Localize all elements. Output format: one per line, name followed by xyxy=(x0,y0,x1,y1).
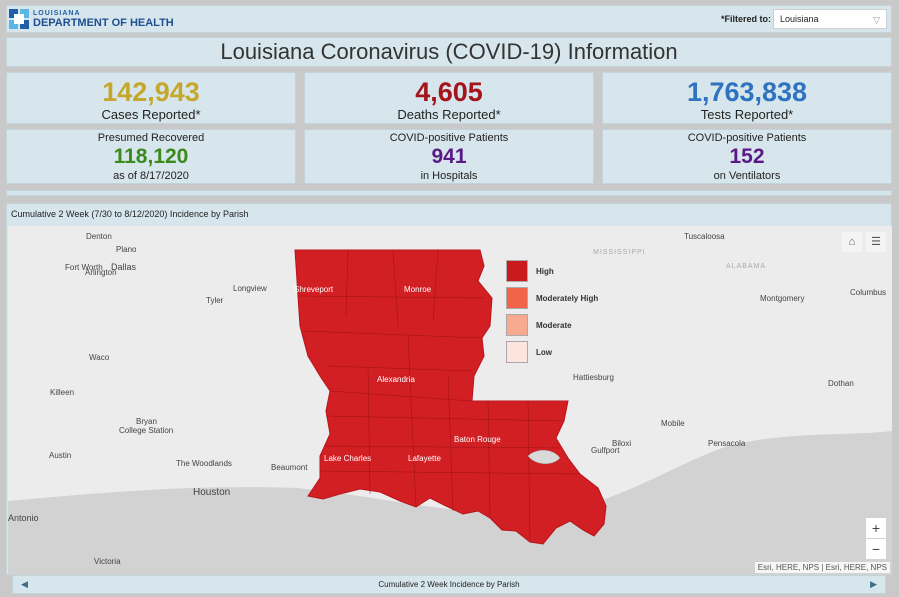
map-svg xyxy=(8,249,892,575)
city-label: Victoria xyxy=(94,557,121,566)
parish-boundaries xyxy=(297,249,581,543)
city-label: Columbus xyxy=(850,288,887,297)
city-label: Biloxi xyxy=(612,439,632,448)
legend-list-icon[interactable]: ☰ xyxy=(866,232,886,252)
city-label: Austin xyxy=(49,451,72,460)
city-label: Denton xyxy=(86,232,112,241)
city-label: Lake Charles xyxy=(324,454,372,463)
louisiana-state-shape xyxy=(294,249,607,545)
city-label: Hattiesburg xyxy=(573,373,614,382)
deaths-card: 4,605 Deaths Reported* xyxy=(304,72,594,124)
chevron-down-icon: ▽ xyxy=(873,15,880,25)
city-label: Fort Worth xyxy=(65,263,103,272)
legend-item-high: High xyxy=(506,260,606,286)
city-label: Pensacola xyxy=(708,439,746,448)
ventilators-top-label: COVID-positive Patients xyxy=(687,132,807,144)
next-arrow-icon[interactable]: ▶ xyxy=(870,579,877,589)
legend-label: Moderately High xyxy=(536,294,599,303)
city-label: Waco xyxy=(89,353,110,362)
hospitals-top-label: COVID-positive Patients xyxy=(389,132,509,144)
legend-swatch xyxy=(506,314,528,336)
recovered-value: 118,120 xyxy=(113,145,189,168)
city-label: Tuscaloosa xyxy=(684,232,725,241)
city-label: Longview xyxy=(233,284,267,293)
city-label: Dothan xyxy=(828,379,854,388)
city-label: Arlington xyxy=(85,268,117,277)
tests-value: 1,763,838 xyxy=(686,77,808,107)
ventilators-value: 152 xyxy=(729,145,765,168)
zoom-out-button[interactable]: − xyxy=(866,539,886,559)
legend-swatch xyxy=(506,341,528,363)
city-label: College Station xyxy=(119,426,174,435)
recovered-bottom-label: as of 8/17/2020 xyxy=(113,170,189,182)
parish-map[interactable]: Denton Plano Fort Worth Dallas Arlington… xyxy=(8,226,892,575)
state-label: MISSISSIPPI xyxy=(593,249,646,256)
city-label: Plano xyxy=(116,245,137,254)
filter-label: *Filtered to: xyxy=(720,14,771,24)
divider-bar xyxy=(6,190,892,196)
legend-label: High xyxy=(536,267,554,276)
hospitals-bottom-label: in Hospitals xyxy=(420,170,478,182)
title-panel: Louisiana Coronavirus (COVID-19) Informa… xyxy=(6,37,892,67)
city-label: Houston xyxy=(193,487,231,498)
city-label: Alexandria xyxy=(377,375,415,384)
city-label: Baton Rouge xyxy=(454,435,501,444)
tests-label: Tests Reported* xyxy=(700,107,794,122)
hospitals-card: COVID-positive Patients 941 in Hospitals xyxy=(304,129,594,184)
home-icon[interactable]: ⌂ xyxy=(842,232,862,252)
city-label: The Woodlands xyxy=(176,459,232,468)
hospitals-value: 941 xyxy=(431,145,467,168)
city-label: Beaumont xyxy=(271,463,308,472)
legend-swatch xyxy=(506,287,528,309)
city-label: Mobile xyxy=(661,419,685,428)
deaths-value: 4,605 xyxy=(415,77,483,107)
city-label: Antonio xyxy=(8,513,39,523)
cases-card: 142,943 Cases Reported* xyxy=(6,72,296,124)
city-label: Monroe xyxy=(404,285,432,294)
legend-label: Low xyxy=(536,348,552,357)
legend-item-moderate: Moderate xyxy=(506,314,606,340)
ldh-logo-icon xyxy=(9,9,29,29)
header-bar: LOUISIANA DEPARTMENT OF HEALTH *Filtered… xyxy=(6,5,892,33)
logo-state-text: LOUISIANA xyxy=(33,10,81,17)
lake-pontchartrain xyxy=(527,450,561,464)
city-label: Killeen xyxy=(50,388,75,397)
page-title: Louisiana Coronavirus (COVID-19) Informa… xyxy=(220,39,678,64)
filter-value: Louisiana xyxy=(780,14,819,24)
ventilators-bottom-label: on Ventilators xyxy=(713,170,781,182)
recovered-top-label: Presumed Recovered xyxy=(97,132,205,144)
city-label: Gulfport xyxy=(591,446,620,455)
legend-item-moderately-high: Moderately High xyxy=(506,287,606,313)
prev-arrow-icon[interactable]: ◀ xyxy=(21,579,28,589)
pager-label: Cumulative 2 Week Incidence by Parish xyxy=(378,580,520,589)
legend-item-low: Low xyxy=(506,341,606,367)
map-pager: ◀ Cumulative 2 Week Incidence by Parish … xyxy=(12,575,886,594)
legend-swatch xyxy=(506,260,528,282)
state-label: ALABAMA xyxy=(726,263,767,270)
map-attribution: Esri, HERE, NPS | Esri, HERE, NPS xyxy=(754,562,890,573)
legend-label: Moderate xyxy=(536,321,572,330)
zoom-in-button[interactable]: + xyxy=(866,518,886,538)
map-panel: Cumulative 2 Week (7/30 to 8/12/2020) In… xyxy=(6,203,892,575)
city-label: Tyler xyxy=(206,296,224,305)
city-label: Dallas xyxy=(111,262,137,272)
city-label: Montgomery xyxy=(760,294,805,303)
gulf-water xyxy=(8,431,892,575)
map-title: Cumulative 2 Week (7/30 to 8/12/2020) In… xyxy=(11,209,249,219)
city-label: Lafayette xyxy=(408,454,441,463)
recovered-card: Presumed Recovered 118,120 as of 8/17/20… xyxy=(6,129,296,184)
ventilators-card: COVID-positive Patients 152 on Ventilato… xyxy=(602,129,892,184)
city-label: Bryan xyxy=(136,417,157,426)
cases-label: Cases Reported* xyxy=(101,107,201,122)
cases-value: 142,943 xyxy=(102,77,200,107)
tests-card: 1,763,838 Tests Reported* xyxy=(602,72,892,124)
logo-dept-text: DEPARTMENT OF HEALTH xyxy=(33,17,174,29)
region-filter-dropdown[interactable]: Louisiana ▽ xyxy=(773,9,887,29)
deaths-label: Deaths Reported* xyxy=(397,107,501,122)
city-label: Shreveport xyxy=(294,285,334,294)
